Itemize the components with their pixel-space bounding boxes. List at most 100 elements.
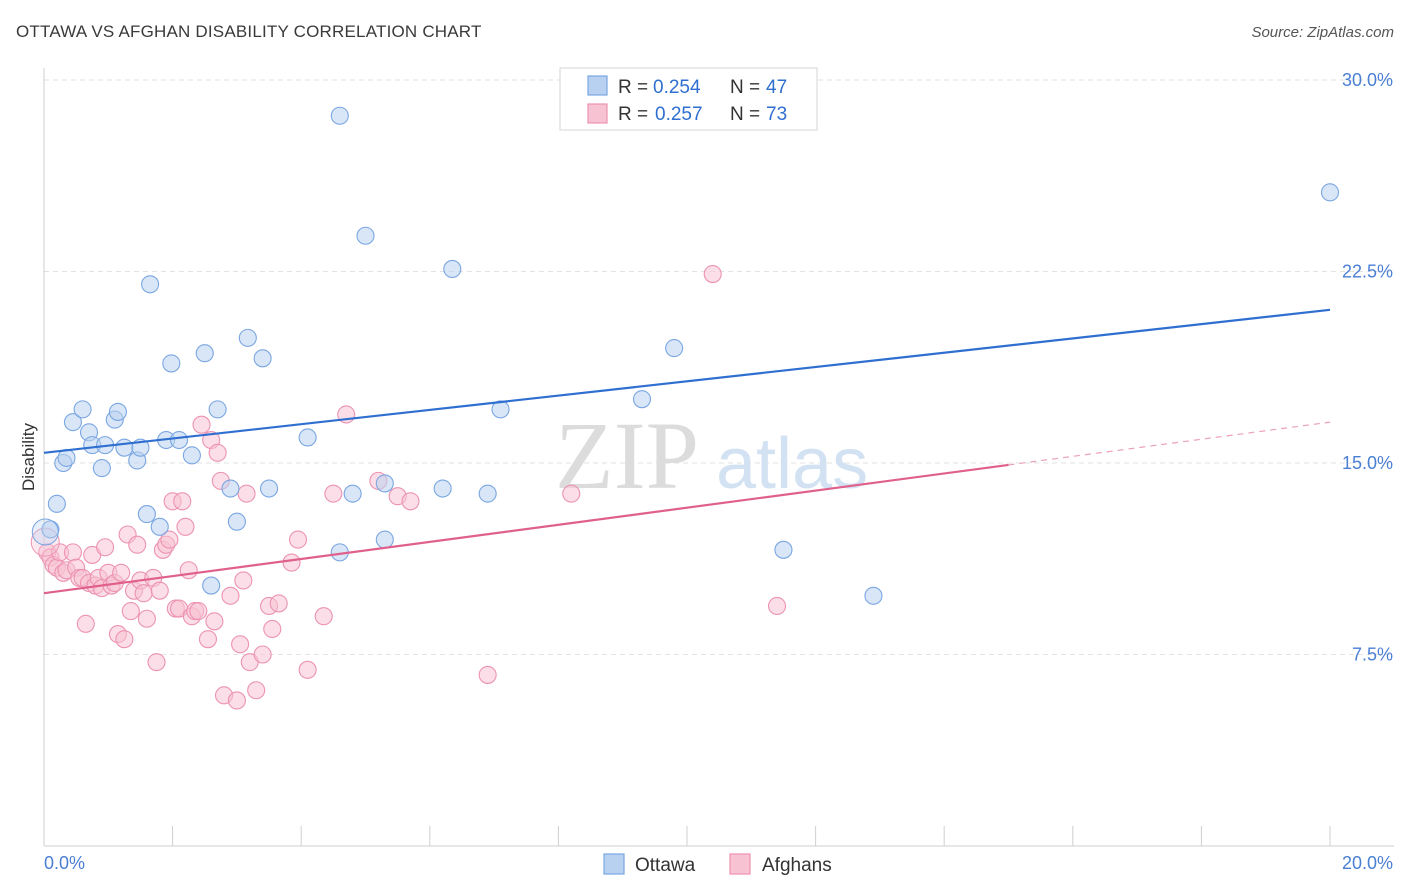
ottawa-point [330,106,349,125]
chart-title: OTTAWA VS AFGHAN DISABILITY CORRELATION … [16,22,482,41]
legend-afghans-n-label: N = [730,104,760,125]
ottawa-point [195,344,214,363]
ottawa-point [443,259,462,278]
x-tick-label: 0.0% [44,853,85,873]
afghans-point [173,492,192,511]
gridlines [44,79,1394,655]
watermark-atlas: atlas [716,424,868,504]
afghans-point [282,553,301,572]
afghans-point [247,681,266,700]
afghans-point [221,586,240,605]
legend-ottawa-n-value: 47 [766,77,787,98]
ottawa-point [375,474,394,493]
ottawa-point [73,400,92,419]
afghans-point [234,571,253,590]
ottawa-point [162,354,181,373]
afghans-points [30,265,787,710]
afghans-point [134,584,153,603]
afghans-point [137,609,156,628]
legend-afghans-r-label: R = [618,104,648,125]
ottawa-point [253,349,272,368]
afghans-point [192,415,211,434]
ottawa-point [298,428,317,447]
ottawa-point [665,339,684,358]
afghans-point [205,612,224,631]
afghans-point [401,492,420,511]
afghans-point [298,660,317,679]
legend-ottawa-n-label: N = [730,77,760,98]
ottawa-point [491,400,510,419]
legend-afghans-n-value: 73 [766,104,787,125]
afghans-point [562,484,581,503]
afghans-point [231,635,250,654]
afghans-point [703,265,722,284]
ottawa-point [478,484,497,503]
ottawa-point [375,530,394,549]
ottawa-point [141,275,160,294]
ottawa-point [1320,183,1340,202]
afghans-point [324,484,343,503]
x-tick-label: 20.0% [1342,853,1393,873]
afghans-point [478,665,497,684]
bottom-legend: Ottawa Afghans [603,853,832,876]
ottawa-point [343,484,362,503]
bottom-legend-afghans-swatch [729,853,751,875]
y-axis-title: Disability [19,422,38,491]
ottawa-trend-line [43,308,1331,454]
afghans-point [227,691,246,710]
afghans-point [63,543,82,562]
afghans-point [150,581,169,600]
ottawa-point [221,479,240,498]
axes [43,68,1394,847]
legend-afghans-swatch [587,103,608,124]
ottawa-point [92,459,111,478]
bottom-legend-ottawa-swatch [603,853,625,875]
ottawa-point [208,400,227,419]
afghans-point [76,614,95,633]
ottawa-point [433,479,452,498]
y-tick-label: 22.5% [1342,262,1393,282]
afghans-point [96,538,115,557]
y-tick-label: 30.0% [1342,70,1393,90]
legend-afghans-r-value: 0.257 [655,104,703,125]
afghans-point [263,619,282,639]
watermark: ZIP atlas [555,402,868,509]
ottawa-point [864,586,883,605]
ottawa-point [632,390,652,409]
ottawa-point [227,512,246,531]
afghans-trend-extension [1008,421,1331,466]
ottawa-point [356,226,375,245]
ottawa-point [108,402,127,421]
y-tick-label: 7.5% [1352,645,1393,665]
afghans-point [288,530,308,549]
legend-ottawa-swatch [587,75,608,96]
afghans-point [189,602,208,621]
afghans-point [115,630,134,649]
afghans-point [160,530,179,549]
bottom-legend-ottawa-label: Ottawa [635,855,696,876]
source-credit: Source: ZipAtlas.com [1251,24,1394,41]
ottawa-point [169,430,189,450]
afghans-point [179,561,198,580]
ottawa-point [47,494,66,513]
ottawa-point [137,505,156,524]
afghans-point [253,645,272,664]
afghans-point [314,607,333,626]
ottawa-point [238,328,257,347]
bottom-legend-afghans-label: Afghans [762,855,832,876]
legend-ottawa-r-value: 0.254 [653,77,701,98]
afghans-point [121,602,140,621]
ottawa-point [774,540,793,559]
ottawa-point [202,576,221,595]
afghans-point [176,517,195,536]
top-legend: R = 0.254 N = 47 R = 0.257 N = 73 [559,67,818,131]
afghans-point [112,563,131,582]
afghans-trend-line [43,463,1009,595]
afghans-point [128,535,147,554]
afghans-point [208,443,227,462]
ottawa-point [115,438,134,457]
ottawa-point [259,479,279,498]
trend-lines [43,308,1331,595]
afghans-point [237,484,256,503]
